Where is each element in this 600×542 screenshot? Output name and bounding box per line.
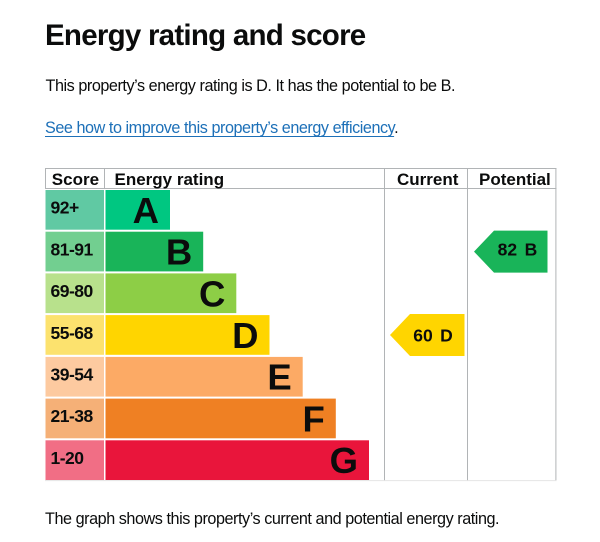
svg-text:D: D: [232, 315, 258, 356]
svg-text:G: G: [330, 440, 358, 481]
svg-text:Energy rating: Energy rating: [115, 170, 225, 189]
svg-text:69-80: 69-80: [51, 281, 94, 301]
svg-text:81-91: 81-91: [51, 239, 94, 259]
svg-text:Potential: Potential: [479, 170, 551, 189]
svg-text:82: 82: [498, 240, 518, 260]
svg-text:21-38: 21-38: [51, 406, 94, 426]
svg-text:92+: 92+: [51, 198, 79, 218]
svg-text:B: B: [525, 240, 538, 260]
svg-text:E: E: [267, 357, 291, 398]
svg-text:A: A: [133, 190, 159, 231]
svg-text:B: B: [166, 232, 192, 273]
svg-text:39-54: 39-54: [51, 365, 94, 385]
svg-text:Current: Current: [397, 170, 459, 189]
svg-text:C: C: [199, 273, 225, 314]
svg-text:1-20: 1-20: [51, 448, 85, 468]
svg-text:60: 60: [413, 325, 433, 345]
svg-text:D: D: [440, 325, 453, 345]
svg-text:Score: Score: [52, 170, 99, 189]
svg-text:55-68: 55-68: [51, 323, 94, 343]
svg-text:F: F: [303, 398, 325, 439]
